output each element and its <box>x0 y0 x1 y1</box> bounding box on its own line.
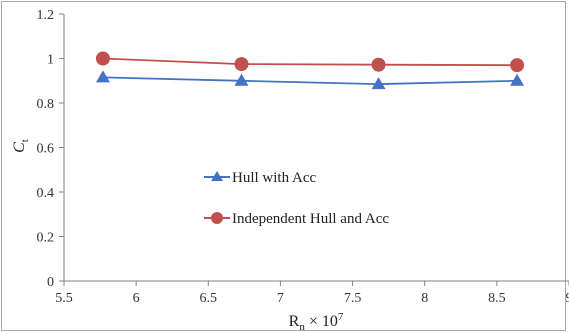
x-tick-label: 6.5 <box>200 291 218 306</box>
legend-label-independent: Independent Hull and Acc <box>232 211 389 227</box>
legend: Hull with Acc Independent Hull and Acc <box>204 170 389 227</box>
data-point-hull-with-acc <box>510 73 525 86</box>
x-tick-label: 9 <box>566 291 569 306</box>
x-axis-title-sub: n <box>299 321 305 333</box>
y-axis-title: Ct <box>11 139 31 153</box>
legend-item-independent: Independent Hull and Acc <box>204 211 389 227</box>
y-axis-title-sub: t <box>19 139 31 142</box>
series-layer <box>95 51 525 90</box>
y-axis: 0 0.2 0.4 0.6 0.8 1 1.2 <box>37 8 65 290</box>
data-point-independent <box>510 58 525 73</box>
y-axis-title-main: C <box>11 142 28 153</box>
x-tick-label: 5.5 <box>55 291 73 306</box>
x-tick-label: 8 <box>421 291 428 306</box>
x-axis: 5.5 6 6.5 7 7.5 8 8.5 9 <box>55 280 569 306</box>
legend-label-hull-with-acc: Hull with Acc <box>232 170 316 186</box>
legend-item-hull-with-acc: Hull with Acc <box>204 170 316 186</box>
x-axis-title-sup: 7 <box>338 311 344 323</box>
x-axis-title: Rn × 107 <box>289 311 344 333</box>
x-tick-label: 7.5 <box>344 291 362 306</box>
legend-triangle-icon <box>211 171 223 181</box>
y-tick-label: 0.4 <box>37 186 55 201</box>
x-tick-label: 8.5 <box>488 291 506 306</box>
x-tick-label: 6 <box>133 291 140 306</box>
x-tick-label: 7 <box>277 291 284 306</box>
data-point-independent <box>95 51 110 66</box>
data-point-hull-with-acc <box>371 77 386 90</box>
legend-circle-icon <box>211 212 223 224</box>
data-point-independent <box>234 57 249 72</box>
y-tick-label: 1.2 <box>37 8 55 23</box>
y-tick-label: 0.6 <box>37 142 55 157</box>
y-tick-label: 1 <box>47 53 54 68</box>
x-axis-title-suffix: × 10 <box>305 313 338 330</box>
series-line-hull-with-acc <box>102 76 518 86</box>
x-axis-title-main: R <box>289 313 300 330</box>
y-tick-label: 0 <box>47 275 54 290</box>
data-point-independent <box>371 57 386 72</box>
data-point-hull-with-acc <box>234 73 249 86</box>
y-tick-label: 0.8 <box>37 97 55 112</box>
y-tick-label: 0.2 <box>37 231 55 246</box>
series-line-independent <box>102 57 518 67</box>
data-point-hull-with-acc <box>95 70 110 83</box>
